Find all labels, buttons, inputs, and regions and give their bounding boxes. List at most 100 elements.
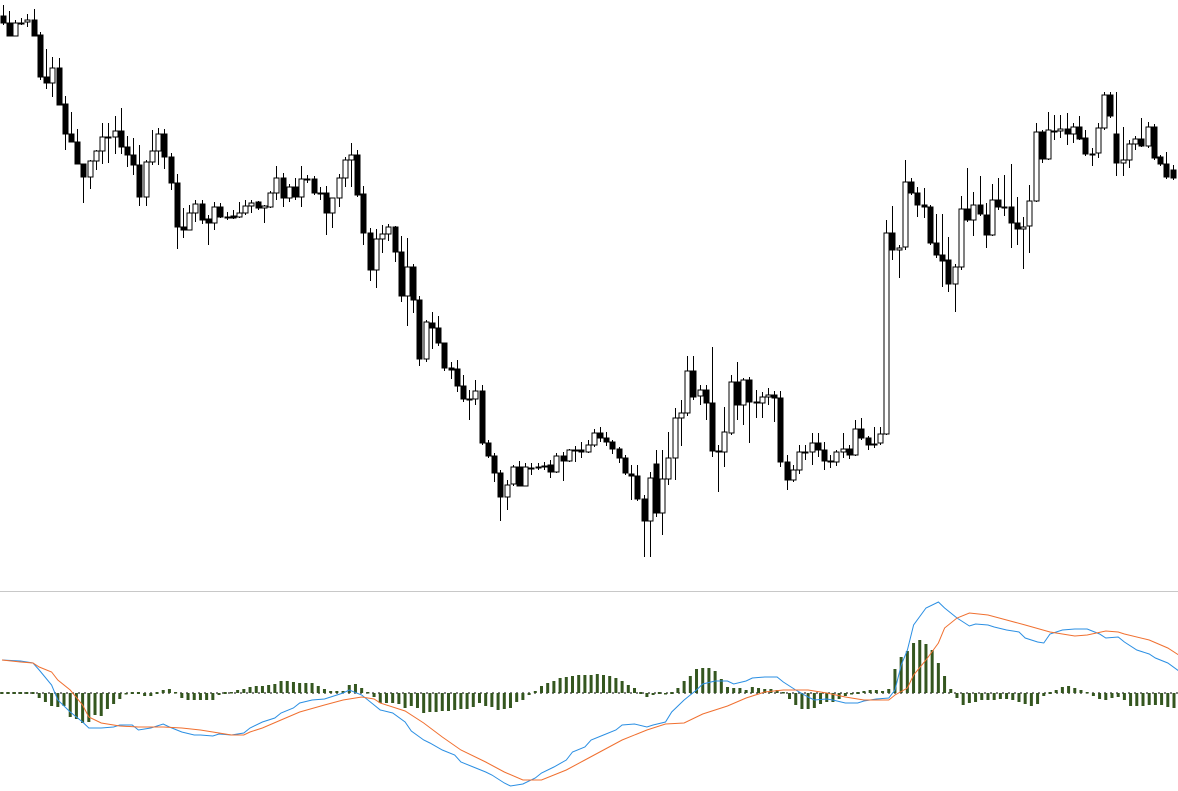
candle-body-bullish — [759, 396, 766, 404]
candle-body-bearish — [921, 204, 928, 208]
histogram-bar — [626, 685, 630, 693]
histogram-bar — [812, 693, 816, 708]
histogram-bar — [930, 650, 934, 693]
candle-body-bearish — [118, 130, 125, 148]
candle-body-bullish — [112, 130, 119, 138]
histogram-bar — [6, 692, 10, 694]
candle-body-bullish — [143, 161, 150, 198]
candle — [765, 388, 772, 405]
candle-body-bullish — [1045, 129, 1052, 160]
candle-body-bullish — [1026, 200, 1033, 227]
candle — [149, 130, 156, 165]
candle — [1026, 185, 1033, 253]
histogram-bar — [428, 693, 432, 712]
candle — [528, 463, 535, 475]
candle-body-bearish — [777, 397, 784, 463]
candle-body-bearish — [628, 473, 635, 477]
histogram-bar — [943, 676, 947, 693]
histogram-bar — [415, 693, 419, 708]
macd-indicator-panel — [0, 601, 1178, 787]
histogram-bar — [732, 688, 736, 693]
candle — [746, 377, 753, 443]
candle — [37, 32, 44, 80]
candle-body-bearish — [43, 76, 50, 84]
candle — [1082, 130, 1089, 156]
candle — [112, 116, 119, 154]
candle — [522, 463, 529, 487]
candle — [43, 49, 50, 89]
candle-body-bullish — [1126, 143, 1133, 161]
candle-body-bearish — [827, 460, 834, 463]
histogram-bar — [378, 693, 382, 703]
candle — [958, 196, 965, 270]
candle-body-bullish — [379, 233, 386, 240]
histogram-bar — [260, 686, 264, 693]
candle-body-bearish — [1163, 163, 1170, 178]
histogram-bar — [893, 669, 897, 693]
candle-body-bearish — [914, 192, 921, 206]
candle-body-bullish — [1101, 94, 1108, 129]
histogram-bar — [403, 693, 407, 708]
candle-body-bearish — [448, 367, 455, 371]
candle — [740, 378, 747, 425]
candle-body-bearish — [771, 394, 778, 399]
histogram-bar — [577, 675, 581, 693]
candle-body-bullish — [721, 431, 728, 453]
candle-body-bullish — [385, 226, 392, 235]
histogram-bar — [905, 651, 909, 693]
histogram-bar — [192, 693, 196, 700]
histogram-bar — [174, 692, 178, 694]
candle — [373, 229, 380, 288]
histogram-bar — [161, 690, 165, 693]
candle — [74, 129, 81, 165]
candle-body-bullish — [472, 390, 479, 400]
histogram-bar — [409, 693, 413, 706]
candle — [883, 220, 890, 435]
candle — [989, 184, 996, 236]
candle — [286, 184, 293, 202]
histogram-bar — [800, 693, 804, 709]
histogram-bar — [713, 671, 717, 693]
candle-body-bullish — [809, 442, 816, 453]
candle-body-bullish — [1057, 128, 1064, 132]
candle-body-bearish — [933, 242, 940, 256]
candle-body-bearish — [622, 457, 629, 474]
candle — [952, 264, 959, 312]
histogram-bar — [657, 692, 661, 694]
candle — [273, 166, 280, 200]
candle — [348, 143, 355, 187]
candle — [211, 202, 218, 230]
candle — [379, 225, 386, 253]
candle-body-bearish — [280, 177, 287, 199]
candle — [485, 440, 492, 458]
candle — [939, 214, 946, 287]
candle — [298, 166, 305, 207]
indicator-lines — [1, 601, 1178, 787]
candle — [105, 123, 112, 163]
candle — [1163, 152, 1170, 179]
candle — [914, 187, 921, 217]
candle — [728, 375, 735, 435]
candle — [697, 385, 704, 405]
candle-body-bearish — [18, 22, 25, 25]
candle-body-bearish — [367, 232, 374, 271]
candle — [168, 153, 175, 190]
candle — [454, 360, 461, 392]
candle — [852, 420, 859, 456]
candle — [205, 215, 212, 245]
candle-body-bearish — [945, 259, 952, 285]
candle-body-bullish — [261, 205, 268, 209]
candle — [504, 480, 511, 510]
histogram-bar — [651, 693, 655, 695]
candle-body-bearish — [995, 199, 1002, 208]
histogram-bar — [484, 693, 488, 706]
histogram-bar — [781, 692, 785, 694]
histogram-bar — [974, 693, 978, 702]
candle-body-bearish — [429, 322, 436, 329]
candle-body-bullish — [211, 206, 218, 224]
candle — [1014, 197, 1021, 245]
histogram-bar — [726, 687, 730, 693]
candle — [124, 136, 131, 167]
candle — [908, 178, 915, 195]
candle — [68, 112, 75, 143]
